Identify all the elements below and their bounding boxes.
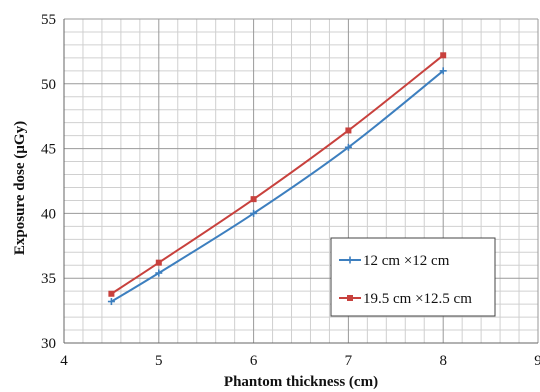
data-point — [345, 127, 352, 134]
legend: 12 cm ×12 cm 19.5 cm ×12.5 cm — [330, 237, 496, 317]
axes — [63, 19, 538, 344]
legend-item-1: 12 cm ×12 cm — [339, 253, 450, 269]
legend-marker — [347, 295, 353, 301]
data-point — [440, 52, 447, 59]
data-point — [108, 290, 115, 297]
y-tick-label: 35 — [41, 271, 56, 287]
data-point — [107, 298, 115, 306]
y-axis-title: Exposure dose (µGy) — [12, 121, 28, 255]
data-point — [439, 67, 447, 75]
data-point — [250, 196, 257, 203]
data-point — [344, 143, 352, 151]
series-1 — [107, 67, 447, 306]
series-layer — [107, 52, 447, 306]
data-point — [155, 259, 162, 266]
legend-item-2: 19.5 cm ×12.5 cm — [339, 291, 472, 307]
series-line — [110, 54, 444, 295]
legend-items: 12 cm ×12 cm 19.5 cm ×12.5 cm — [339, 253, 472, 307]
y-tick-label: 50 — [41, 77, 56, 93]
series-line — [110, 70, 444, 303]
x-tick-label: 6 — [250, 353, 258, 369]
legend-label: 12 cm ×12 cm — [363, 253, 450, 269]
x-tick-label: 5 — [155, 353, 163, 369]
y-tick-label: 45 — [41, 142, 56, 158]
data-point — [155, 269, 163, 277]
x-tick-label: 4 — [60, 353, 68, 369]
x-tick-label: 9 — [534, 353, 540, 369]
legend-box — [330, 237, 496, 317]
y-tick-label: 40 — [41, 206, 56, 222]
x-tick-label: 8 — [439, 353, 447, 369]
y-tick-label: 30 — [41, 336, 56, 352]
legend-marker — [346, 256, 354, 264]
series-2 — [108, 52, 447, 297]
x-tick-label: 7 — [345, 353, 353, 369]
x-axis-title: Phantom thickness (cm) — [224, 374, 378, 390]
y-tick-label: 55 — [41, 12, 56, 28]
legend-label: 19.5 cm ×12.5 cm — [363, 291, 472, 307]
data-point — [250, 209, 258, 217]
